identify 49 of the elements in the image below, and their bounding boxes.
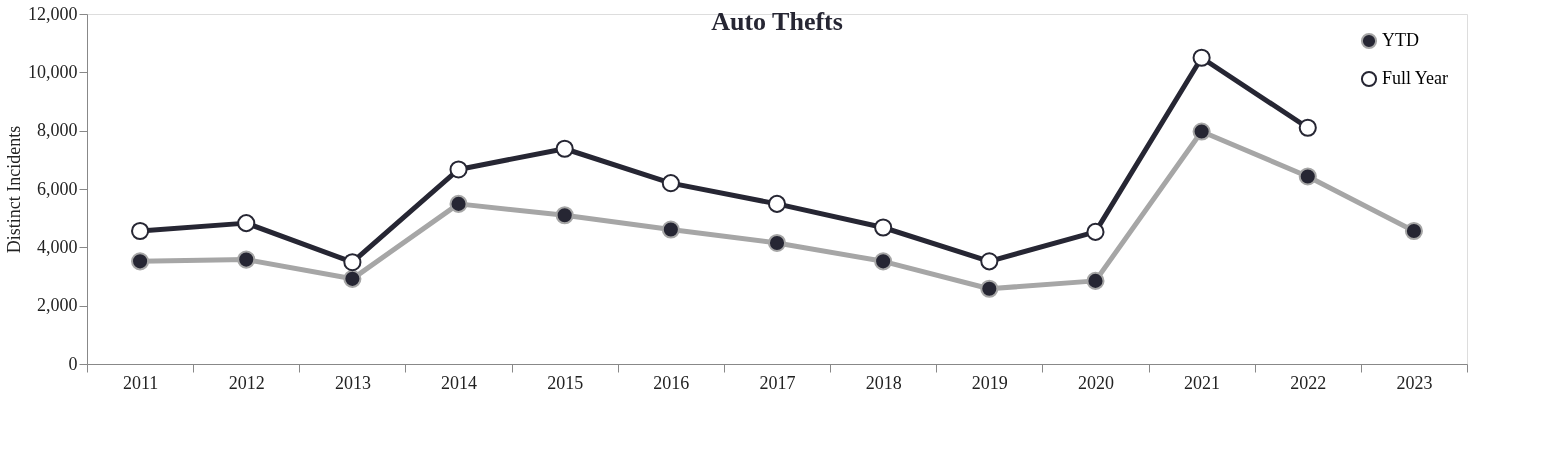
point: [661, 174, 680, 193]
x-tick-label: 2019: [971, 372, 1008, 393]
point: [767, 194, 787, 213]
x-tick-label: 2021: [1184, 372, 1221, 393]
point: [555, 139, 574, 158]
point: [1192, 122, 1211, 141]
chart-title: Auto Thefts: [711, 7, 843, 36]
x-tick-label: 2013: [334, 372, 371, 393]
y-tick-label: 10,000: [28, 61, 78, 82]
legend-label: Full Year: [1382, 68, 1449, 88]
point: [1086, 222, 1105, 241]
point: [1298, 167, 1317, 186]
x-tick-label: 2011: [122, 372, 159, 393]
x-tick-label: 2015: [547, 372, 584, 393]
point: [1192, 48, 1211, 67]
point: [449, 160, 468, 179]
point: [131, 221, 150, 241]
y-tick-label: 8,000: [37, 120, 78, 141]
point: [980, 279, 999, 298]
legend-label: YTD: [1382, 30, 1419, 50]
y-tick-label: 2,000: [37, 295, 78, 316]
x-tick-label: 2012: [228, 372, 265, 393]
point: [449, 194, 468, 213]
point: [237, 250, 256, 269]
y-tick-label: 4,000: [37, 236, 78, 257]
point: [874, 218, 893, 237]
point: [1298, 118, 1317, 137]
y-axis-title: Distinct Incidents: [4, 125, 24, 254]
point: [555, 206, 574, 225]
x-tick-label: 2023: [1396, 372, 1433, 393]
point: [767, 233, 787, 252]
point: [237, 214, 256, 233]
point: [131, 252, 150, 271]
point: [1404, 221, 1423, 241]
x-tick-label: 2017: [759, 372, 796, 393]
x-tick-label: 2022: [1290, 372, 1327, 393]
x-tick-label: 2016: [653, 372, 690, 393]
x-tick-label: 2020: [1077, 372, 1114, 393]
point: [661, 220, 680, 239]
y-tick-label: 0: [68, 353, 78, 374]
y-tick-label: 12,000: [28, 3, 78, 24]
y-tick-label: 6,000: [37, 178, 78, 199]
point: [343, 253, 362, 272]
point: [343, 269, 362, 288]
x-tick-label: 2018: [865, 372, 902, 393]
point: [980, 252, 999, 271]
point: [1086, 271, 1105, 290]
x-tick-label: 2014: [441, 372, 478, 393]
point: [874, 252, 893, 271]
